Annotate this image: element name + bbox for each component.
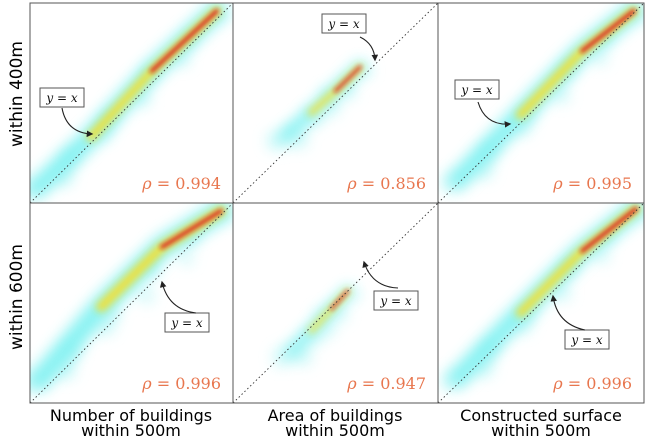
correlation-label: ρ = 0.996 xyxy=(141,374,221,393)
yx-annotation-box xyxy=(321,13,367,34)
yx-annotation-box xyxy=(373,290,419,311)
identity-line xyxy=(29,2,234,204)
yx-annotation-box xyxy=(564,329,610,350)
rho-symbol: ρ xyxy=(346,374,357,393)
yx-annotation-arrow xyxy=(362,260,399,289)
column-label-line1: Constructed surface xyxy=(460,406,622,425)
rho-symbol: ρ xyxy=(346,174,357,193)
rho-symbol: ρ xyxy=(552,174,563,193)
yx-annotation-text: y = x xyxy=(570,333,602,347)
yx-annotation-arrow xyxy=(550,294,586,331)
panel-5: ρ = 0.947 y = x xyxy=(232,202,439,404)
column-label-area-of-buildings: Area of buildings within 500m xyxy=(233,406,437,440)
correlation-label: ρ = 0.856 xyxy=(346,174,426,193)
density-band-high xyxy=(580,9,636,53)
density-band-low xyxy=(30,203,232,390)
panel-1: ρ = 0.994 y = x xyxy=(29,2,234,204)
yx-annotation-box xyxy=(39,87,85,108)
yx-annotation-text: y = x xyxy=(170,316,202,330)
correlation-label: ρ = 0.995 xyxy=(552,174,632,193)
density-band-high xyxy=(149,9,219,73)
column-label-line2: within 500m xyxy=(285,421,385,440)
density-band-high xyxy=(160,209,223,249)
rho-symbol: ρ xyxy=(141,174,152,193)
density-band-high xyxy=(580,207,638,253)
rho-value: = 0.996 xyxy=(152,374,221,393)
yx-annotation-text: y = x xyxy=(460,83,492,97)
rho-value: = 0.856 xyxy=(357,174,426,193)
yx-annotation-text: y = x xyxy=(327,17,359,31)
rho-value: = 0.994 xyxy=(152,174,221,193)
yx-annotation-box xyxy=(454,79,500,100)
panels-group: ρ = 0.994 y = x ρ = 0.856 y = x ρ = 0.995 y =… xyxy=(29,2,645,404)
rho-value: = 0.947 xyxy=(357,374,426,393)
yx-annotation-text: y = x xyxy=(45,91,77,105)
yx-annotation-arrow xyxy=(159,280,197,314)
column-label-constructed-surface: Constructed surface within 500m xyxy=(438,406,644,440)
rho-value: = 0.995 xyxy=(563,174,632,193)
yx-annotation-arrow xyxy=(477,101,512,128)
column-label-line2: within 500m xyxy=(491,421,591,440)
yx-annotation-arrow xyxy=(359,36,379,62)
column-label-line2: within 500m xyxy=(81,421,181,440)
column-label-line1: Area of buildings xyxy=(267,406,403,425)
panel-3: ρ = 0.995 y = x xyxy=(437,2,645,204)
rho-symbol: ρ xyxy=(141,374,152,393)
row-label-400m: within 400m xyxy=(7,41,27,147)
correlation-label: ρ = 0.994 xyxy=(141,174,221,193)
density-band-high xyxy=(334,65,362,93)
column-label-number-of-buildings: Number of buildings within 500m xyxy=(30,406,232,440)
rho-symbol: ρ xyxy=(552,374,563,393)
yx-annotation-text: y = x xyxy=(379,294,411,308)
yx-annotation-arrow xyxy=(61,107,94,138)
column-label-line1: Number of buildings xyxy=(49,406,213,425)
panel-frame xyxy=(437,202,645,404)
panel-4: ρ = 0.996 y = x xyxy=(29,202,234,404)
panel-6: ρ = 0.996 y = x xyxy=(437,202,645,404)
rho-value: = 0.996 xyxy=(563,374,632,393)
panel-2: ρ = 0.856 y = x xyxy=(232,2,439,204)
correlation-label: ρ = 0.996 xyxy=(552,374,632,393)
correlation-label: ρ = 0.947 xyxy=(346,374,426,393)
row-label-600m: within 600m xyxy=(7,244,27,350)
identity-line xyxy=(29,202,234,404)
yx-annotation-box xyxy=(164,312,210,333)
